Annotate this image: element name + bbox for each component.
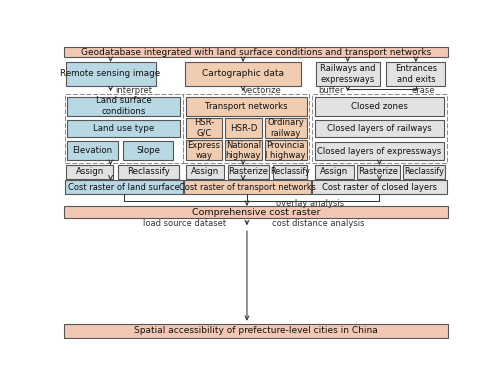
Text: overlay analysis: overlay analysis: [276, 199, 344, 208]
Text: Cost raster of transport networks: Cost raster of transport networks: [179, 183, 316, 192]
Text: National
highway: National highway: [226, 141, 261, 160]
FancyBboxPatch shape: [312, 181, 447, 194]
FancyBboxPatch shape: [123, 141, 174, 160]
Text: Rasterize: Rasterize: [358, 168, 399, 176]
FancyBboxPatch shape: [186, 96, 306, 116]
Text: Entrances
and exits: Entrances and exits: [395, 64, 437, 83]
Text: Transport networks: Transport networks: [205, 102, 288, 110]
FancyBboxPatch shape: [402, 165, 446, 179]
Text: Slope: Slope: [136, 146, 160, 155]
Text: Geodatabase integrated with land surface conditions and transport networks: Geodatabase integrated with land surface…: [81, 48, 432, 57]
Text: Express
way: Express way: [188, 141, 220, 160]
FancyBboxPatch shape: [274, 165, 308, 179]
Text: Reclassify: Reclassify: [127, 168, 170, 176]
FancyBboxPatch shape: [66, 62, 156, 86]
FancyBboxPatch shape: [315, 165, 354, 179]
FancyBboxPatch shape: [225, 141, 262, 160]
Text: Assign: Assign: [320, 168, 348, 176]
FancyBboxPatch shape: [265, 141, 306, 160]
Text: Closed layers of railways: Closed layers of railways: [327, 124, 432, 133]
FancyBboxPatch shape: [386, 62, 446, 86]
Text: Provincia
l highway: Provincia l highway: [266, 141, 306, 160]
FancyBboxPatch shape: [67, 120, 180, 137]
Text: Reclassify: Reclassify: [270, 168, 310, 176]
Text: load source dataset: load source dataset: [144, 219, 226, 228]
FancyBboxPatch shape: [315, 96, 444, 116]
Text: Railways and
expressways: Railways and expressways: [320, 64, 376, 83]
Text: Closed layers of expressways: Closed layers of expressways: [318, 147, 442, 156]
FancyBboxPatch shape: [225, 118, 262, 138]
Text: HSR-
G/C: HSR- G/C: [194, 118, 214, 138]
FancyBboxPatch shape: [315, 142, 444, 160]
Text: Rasterize: Rasterize: [228, 168, 268, 176]
FancyBboxPatch shape: [186, 141, 222, 160]
FancyBboxPatch shape: [64, 206, 448, 218]
Text: Cartographic data: Cartographic data: [202, 69, 284, 78]
FancyBboxPatch shape: [185, 62, 301, 86]
FancyBboxPatch shape: [186, 118, 222, 138]
Text: cost distance analysis: cost distance analysis: [272, 219, 364, 228]
Text: Land use type: Land use type: [93, 124, 154, 133]
FancyBboxPatch shape: [315, 120, 444, 137]
Text: erase: erase: [412, 86, 436, 95]
FancyBboxPatch shape: [66, 165, 113, 179]
Text: Reclassify: Reclassify: [404, 168, 444, 176]
Text: Remote sensing image: Remote sensing image: [60, 69, 160, 78]
Text: interpret: interpret: [116, 86, 152, 95]
FancyBboxPatch shape: [228, 165, 270, 179]
FancyBboxPatch shape: [67, 96, 180, 116]
Text: Spatial accessibility of prefecture-level cities in China: Spatial accessibility of prefecture-leve…: [134, 326, 378, 335]
FancyBboxPatch shape: [186, 165, 224, 179]
FancyBboxPatch shape: [65, 181, 182, 194]
FancyBboxPatch shape: [118, 165, 179, 179]
Text: Land surface
conditions: Land surface conditions: [96, 96, 152, 116]
FancyBboxPatch shape: [64, 47, 448, 57]
Text: Assign: Assign: [191, 168, 219, 176]
Text: Ordinary
railway: Ordinary railway: [268, 118, 304, 138]
Text: Assign: Assign: [76, 168, 104, 176]
Text: Comprehensive cost raster: Comprehensive cost raster: [192, 208, 320, 216]
Text: vectorize: vectorize: [243, 86, 282, 95]
FancyBboxPatch shape: [316, 62, 380, 86]
Text: HSR-D: HSR-D: [230, 123, 257, 133]
Text: Cost raster of land surface: Cost raster of land surface: [68, 183, 180, 192]
FancyBboxPatch shape: [184, 181, 310, 194]
FancyBboxPatch shape: [64, 324, 448, 338]
Text: Elevation: Elevation: [72, 146, 112, 155]
FancyBboxPatch shape: [67, 141, 117, 160]
Text: buffer: buffer: [318, 86, 344, 95]
Text: Cost raster of closed layers: Cost raster of closed layers: [322, 183, 437, 192]
FancyBboxPatch shape: [265, 118, 306, 138]
Text: Closed zones: Closed zones: [351, 102, 408, 110]
FancyBboxPatch shape: [357, 165, 400, 179]
